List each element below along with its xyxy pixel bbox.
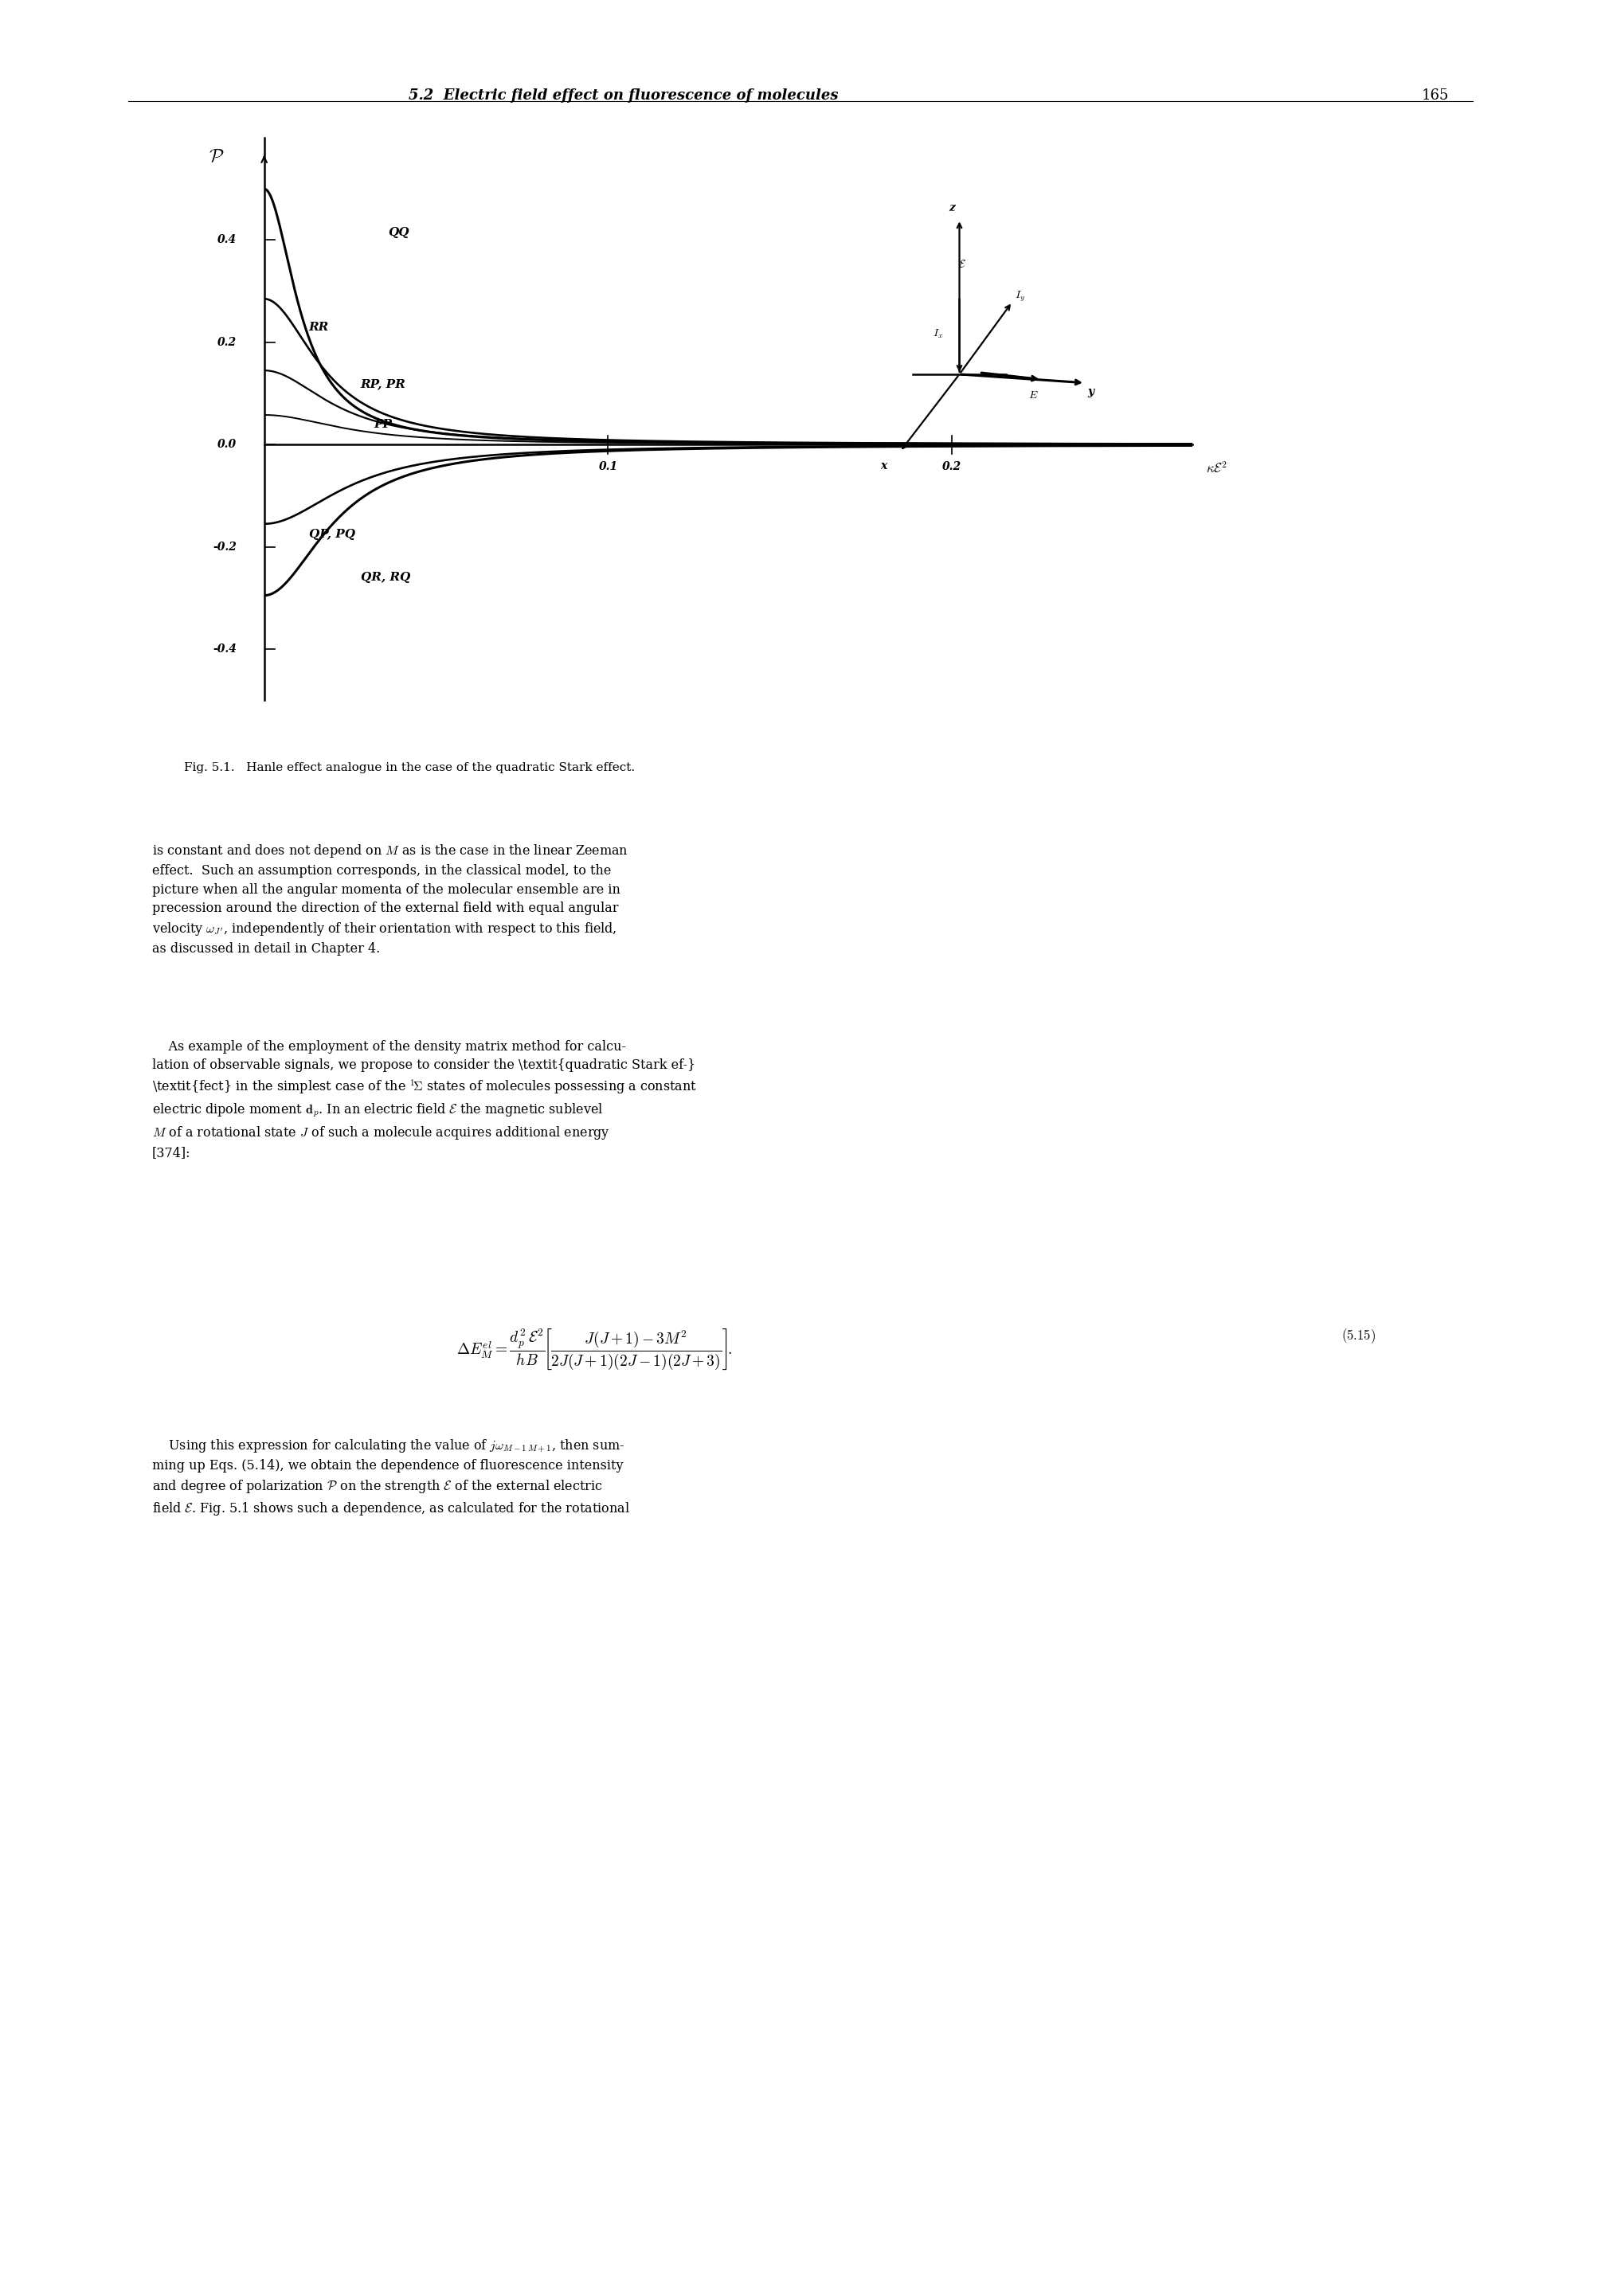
Text: 0.1: 0.1 [599, 461, 618, 473]
Text: QQ: QQ [387, 227, 410, 239]
Text: $\kappa\mathcal{E}^{2}$: $\kappa\mathcal{E}^{2}$ [1206, 461, 1228, 475]
Text: $\mathcal{P}$: $\mathcal{P}$ [208, 147, 224, 165]
Text: QP, PQ: QP, PQ [309, 528, 355, 540]
Text: PP: PP [375, 418, 392, 429]
Text: $(5.15)$: $(5.15)$ [1342, 1327, 1375, 1345]
Text: Using this expression for calculating the value of $j\omega_{M-1\,M+1}$, then su: Using this expression for calculating th… [152, 1437, 629, 1518]
Text: is constant and does not depend on $M$ as is the case in the linear Zeeman
effec: is constant and does not depend on $M$ a… [152, 843, 628, 955]
Text: 0.0: 0.0 [218, 439, 237, 450]
Text: z: z [949, 202, 956, 214]
Text: $I_x$: $I_x$ [933, 328, 943, 340]
Text: RP, PR: RP, PR [360, 379, 405, 390]
Text: -0.4: -0.4 [213, 643, 237, 654]
Text: $E$: $E$ [1028, 390, 1037, 402]
Text: 5.2  Electric field effect on fluorescence of molecules: 5.2 Electric field effect on fluorescenc… [408, 87, 837, 103]
Text: RR: RR [309, 321, 328, 333]
Text: $I_y$: $I_y$ [1015, 289, 1025, 303]
Text: $\mathcal{E}$: $\mathcal{E}$ [957, 259, 965, 271]
Text: x: x [881, 459, 887, 471]
Text: y: y [1087, 386, 1093, 397]
Text: 0.2: 0.2 [218, 338, 237, 349]
Text: 165: 165 [1422, 87, 1449, 103]
Text: $\Delta E_M^{el} = \dfrac{d_p^2\,\mathcal{E}^2}{hB}\!\left[\dfrac{J(J+1) - 3M^2}: $\Delta E_M^{el} = \dfrac{d_p^2\,\mathca… [456, 1327, 732, 1371]
Text: As example of the employment of the density matrix method for calcu-
lation of o: As example of the employment of the dens… [152, 1040, 696, 1159]
Text: -0.2: -0.2 [213, 542, 237, 553]
Text: 0.2: 0.2 [943, 461, 962, 473]
Text: 0.4: 0.4 [218, 234, 237, 246]
Text: Fig. 5.1.   Hanle effect analogue in the case of the quadratic Stark effect.: Fig. 5.1. Hanle effect analogue in the c… [184, 762, 636, 774]
Text: QR, RQ: QR, RQ [360, 572, 410, 583]
